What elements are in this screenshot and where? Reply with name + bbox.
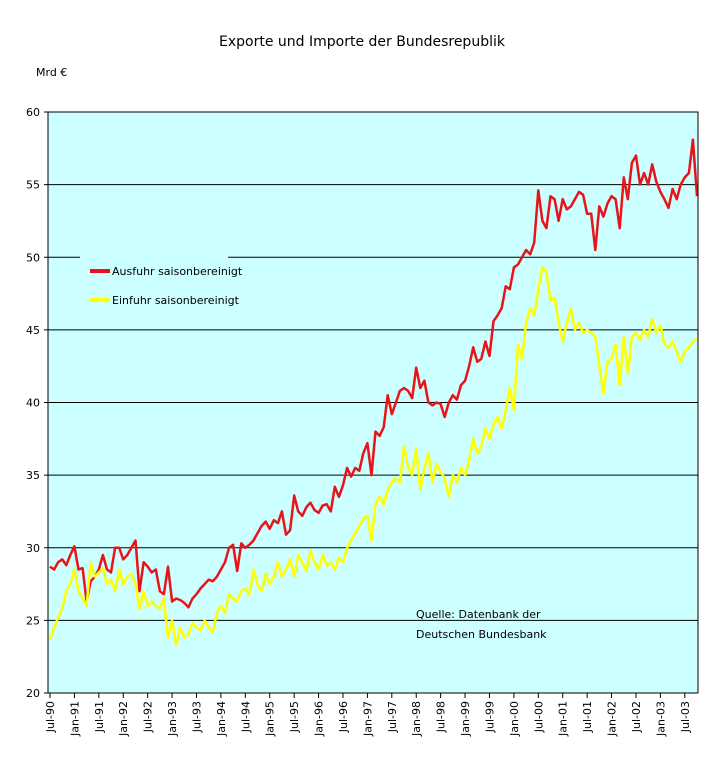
x-tick-label: Jan-91 [68, 701, 81, 737]
plot-border [47, 111, 699, 694]
x-tick-label: Jan-01 [557, 701, 570, 737]
x-tick-label: Jul-90 [44, 701, 57, 733]
y-tick-label: 50 [26, 251, 40, 264]
chart-title: Exporte und Importe der Bundesrepublik [219, 34, 506, 50]
legend-label: Ausfuhr saisonbereinigt [112, 265, 243, 278]
x-tick-label: Jan-94 [215, 701, 228, 737]
x-tick-label: Jul-92 [142, 701, 155, 733]
legend-label: Einfuhr saisonbereinigt [112, 294, 240, 307]
y-tick-label: 55 [26, 179, 40, 192]
x-tick-label: Jan-96 [313, 701, 326, 737]
y-tick-label: 45 [26, 324, 40, 337]
x-tick-label: Jan-03 [654, 701, 667, 737]
x-tick-label: Jan-02 [606, 701, 619, 737]
x-tick-label: Jul-94 [239, 701, 252, 733]
x-tick-label: Jul-96 [337, 701, 350, 733]
x-tick-label: Jan-99 [459, 701, 472, 737]
annotation: Quelle: Datenbank der [416, 608, 541, 621]
series-line [49, 138, 699, 609]
annotation: Deutschen Bundesbank [416, 628, 547, 641]
series-line [48, 266, 698, 647]
x-tick-label: Jan-95 [264, 701, 277, 737]
x-tick-label: Jan-97 [361, 701, 374, 737]
x-tick-label: Jul-01 [581, 701, 594, 733]
x-tick-label: Jul-95 [288, 701, 301, 733]
y-tick-label: 30 [26, 542, 40, 555]
x-tick-label: Jan-98 [410, 701, 423, 737]
x-tick-label: Jul-97 [386, 701, 399, 733]
legend-background [80, 250, 228, 320]
y-tick-label: 35 [26, 469, 40, 482]
y-tick-label: 60 [26, 106, 40, 119]
x-tick-label: Jan-92 [117, 701, 130, 737]
x-tick-label: Jan-00 [508, 701, 521, 737]
y-tick-label: 40 [26, 397, 40, 410]
x-tick-label: Jul-00 [532, 701, 545, 733]
y-axis-label: Mrd € [36, 66, 67, 79]
x-tick-label: Jul-03 [679, 701, 692, 733]
x-tick-label: Jul-02 [630, 701, 643, 733]
y-tick-label: 25 [26, 614, 40, 627]
x-tick-label: Jul-93 [190, 701, 203, 733]
x-tick-label: Jan-93 [166, 701, 179, 737]
x-tick-label: Jul-99 [483, 701, 496, 733]
x-tick-label: Jul-98 [435, 701, 448, 733]
y-tick-label: 20 [26, 687, 40, 700]
x-tick-label: Jul-91 [93, 701, 106, 733]
